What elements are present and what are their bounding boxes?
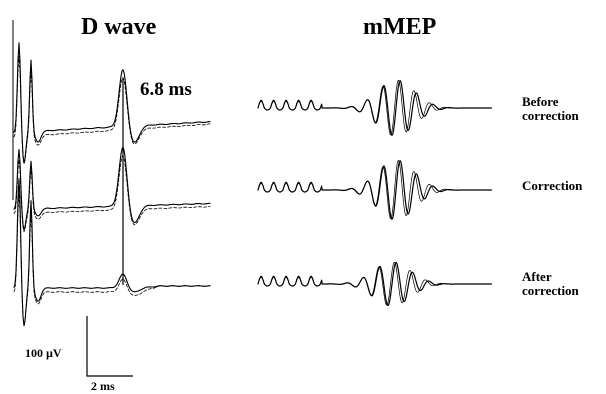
dwave-trace-correction-1 [13, 146, 211, 231]
scale-bar [86, 316, 133, 377]
mmep-trace-before-2 [257, 79, 492, 136]
dwave-traces [13, 42, 211, 327]
mmep-title: mMEP [363, 14, 436, 40]
dwave-trace-before-1 [13, 42, 211, 164]
row-label-correction: Correction [522, 178, 583, 193]
latency-label: 6.8 ms [140, 79, 192, 100]
scale-bar-amplitude-label: 100 µV [25, 346, 62, 360]
mmep-traces [257, 79, 492, 306]
dwave-trace-correction-2 [13, 155, 211, 233]
dwave-trace-before-2 [13, 55, 211, 165]
mmep-trace-after-2 [257, 261, 492, 306]
row-label-before-line2: correction [522, 108, 580, 123]
dwave-trace-after-1 [13, 178, 211, 327]
dwave-title: D wave [81, 14, 157, 40]
mmep-trace-correction-2 [257, 159, 492, 220]
row-label-after-line1: After [522, 269, 552, 284]
dwave-trace-after-2 [13, 193, 211, 327]
row-label-before-line1: Before [522, 94, 559, 109]
scale-bar-time-label: 2 ms [91, 379, 115, 393]
row-label-after-line2: correction [522, 283, 580, 298]
